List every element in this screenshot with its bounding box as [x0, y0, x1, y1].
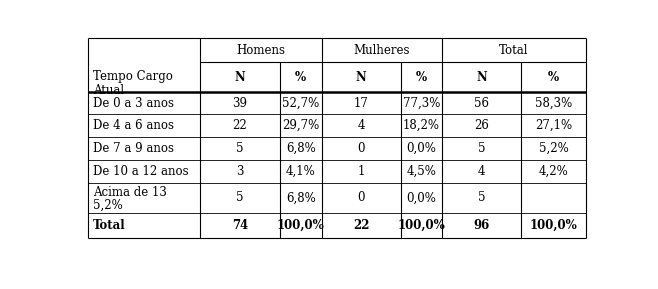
Text: 18,2%: 18,2% [403, 119, 440, 132]
Text: 4: 4 [357, 119, 365, 132]
Text: 100,0%: 100,0% [530, 219, 577, 232]
Text: N: N [356, 71, 367, 84]
Text: Total: Total [93, 219, 126, 232]
Text: 0: 0 [357, 191, 365, 204]
Text: 4,5%: 4,5% [407, 165, 436, 178]
Text: %: % [548, 71, 559, 84]
Text: Mulheres: Mulheres [353, 44, 410, 57]
Text: 74: 74 [232, 219, 248, 232]
Text: 100,0%: 100,0% [397, 219, 445, 232]
Text: 4,1%: 4,1% [286, 165, 316, 178]
Text: 22: 22 [232, 119, 247, 132]
Text: 5,2%: 5,2% [539, 142, 569, 155]
Text: De 10 a 12 anos: De 10 a 12 anos [93, 165, 189, 178]
Text: 3: 3 [236, 165, 243, 178]
Text: Total: Total [499, 44, 528, 57]
Text: 1: 1 [357, 165, 365, 178]
Text: 5: 5 [236, 142, 243, 155]
Text: 29,7%: 29,7% [282, 119, 319, 132]
Text: 0: 0 [357, 142, 365, 155]
Text: Acima de 13: Acima de 13 [93, 186, 167, 199]
Text: N: N [235, 71, 245, 84]
Text: De 4 a 6 anos: De 4 a 6 anos [93, 119, 174, 132]
Text: 17: 17 [354, 97, 368, 110]
Text: 58,3%: 58,3% [535, 97, 572, 110]
Text: 96: 96 [473, 219, 490, 232]
Text: 0,0%: 0,0% [407, 191, 436, 204]
Text: 26: 26 [474, 119, 489, 132]
Text: 27,1%: 27,1% [535, 119, 572, 132]
Text: 56: 56 [474, 97, 489, 110]
Text: 5,2%: 5,2% [93, 199, 123, 212]
Text: %: % [416, 71, 427, 84]
Text: 4,2%: 4,2% [539, 165, 569, 178]
Text: Tempo Cargo: Tempo Cargo [93, 70, 173, 83]
Text: 52,7%: 52,7% [282, 97, 319, 110]
Text: N: N [476, 71, 487, 84]
Text: 5: 5 [236, 191, 243, 204]
Text: Homens: Homens [236, 44, 286, 57]
Text: De 0 a 3 anos: De 0 a 3 anos [93, 97, 174, 110]
Text: Atual: Atual [93, 84, 124, 97]
Text: 4: 4 [478, 165, 485, 178]
Text: 39: 39 [232, 97, 247, 110]
Text: %: % [295, 71, 307, 84]
Text: 22: 22 [353, 219, 370, 232]
Text: 6,8%: 6,8% [286, 142, 316, 155]
Text: 77,3%: 77,3% [403, 97, 440, 110]
Text: De 7 a 9 anos: De 7 a 9 anos [93, 142, 174, 155]
Text: 5: 5 [478, 142, 485, 155]
Text: 0,0%: 0,0% [407, 142, 436, 155]
Text: 6,8%: 6,8% [286, 191, 316, 204]
Text: 5: 5 [478, 191, 485, 204]
Text: 100,0%: 100,0% [277, 219, 324, 232]
